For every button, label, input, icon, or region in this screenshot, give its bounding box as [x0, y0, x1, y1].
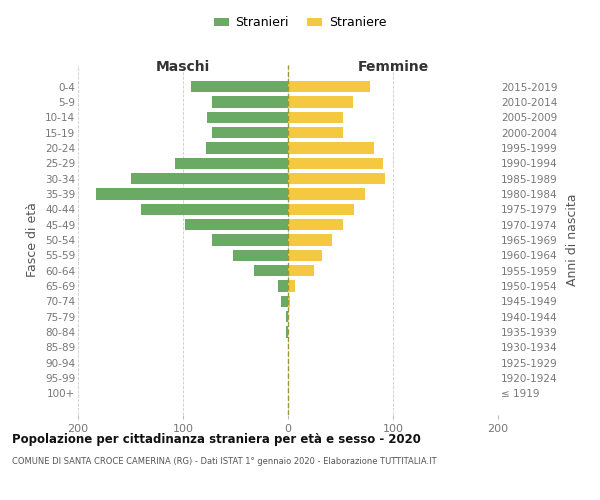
Bar	[288, 250, 322, 261]
Bar	[288, 188, 365, 200]
Bar	[212, 96, 288, 108]
Bar	[288, 112, 343, 123]
Bar	[277, 280, 288, 292]
Bar	[281, 296, 288, 307]
Bar	[288, 127, 343, 138]
Bar	[288, 142, 374, 154]
Bar	[130, 173, 288, 184]
Bar	[288, 280, 295, 292]
Bar	[96, 188, 288, 200]
Bar	[212, 127, 288, 138]
Bar	[233, 250, 288, 261]
Bar	[191, 81, 288, 92]
Bar	[288, 296, 290, 307]
Text: COMUNE DI SANTA CROCE CAMERINA (RG) - Dati ISTAT 1° gennaio 2020 - Elaborazione : COMUNE DI SANTA CROCE CAMERINA (RG) - Da…	[12, 458, 437, 466]
Bar	[288, 81, 370, 92]
Bar	[141, 204, 288, 215]
Bar	[207, 112, 288, 123]
Bar	[286, 326, 288, 338]
Bar	[288, 234, 332, 246]
Bar	[175, 158, 288, 169]
Bar	[288, 158, 383, 169]
Bar	[288, 96, 353, 108]
Bar	[286, 311, 288, 322]
Bar	[212, 234, 288, 246]
Bar	[206, 142, 288, 154]
Bar	[288, 265, 314, 276]
Bar	[254, 265, 288, 276]
Y-axis label: Fasce di età: Fasce di età	[26, 202, 40, 278]
Text: Femmine: Femmine	[358, 60, 428, 74]
Bar	[288, 173, 385, 184]
Bar	[288, 219, 343, 230]
Text: Popolazione per cittadinanza straniera per età e sesso - 2020: Popolazione per cittadinanza straniera p…	[12, 432, 421, 446]
Y-axis label: Anni di nascita: Anni di nascita	[566, 194, 579, 286]
Bar	[288, 204, 354, 215]
Legend: Stranieri, Straniere: Stranieri, Straniere	[209, 11, 391, 34]
Text: Maschi: Maschi	[156, 60, 210, 74]
Bar	[185, 219, 288, 230]
